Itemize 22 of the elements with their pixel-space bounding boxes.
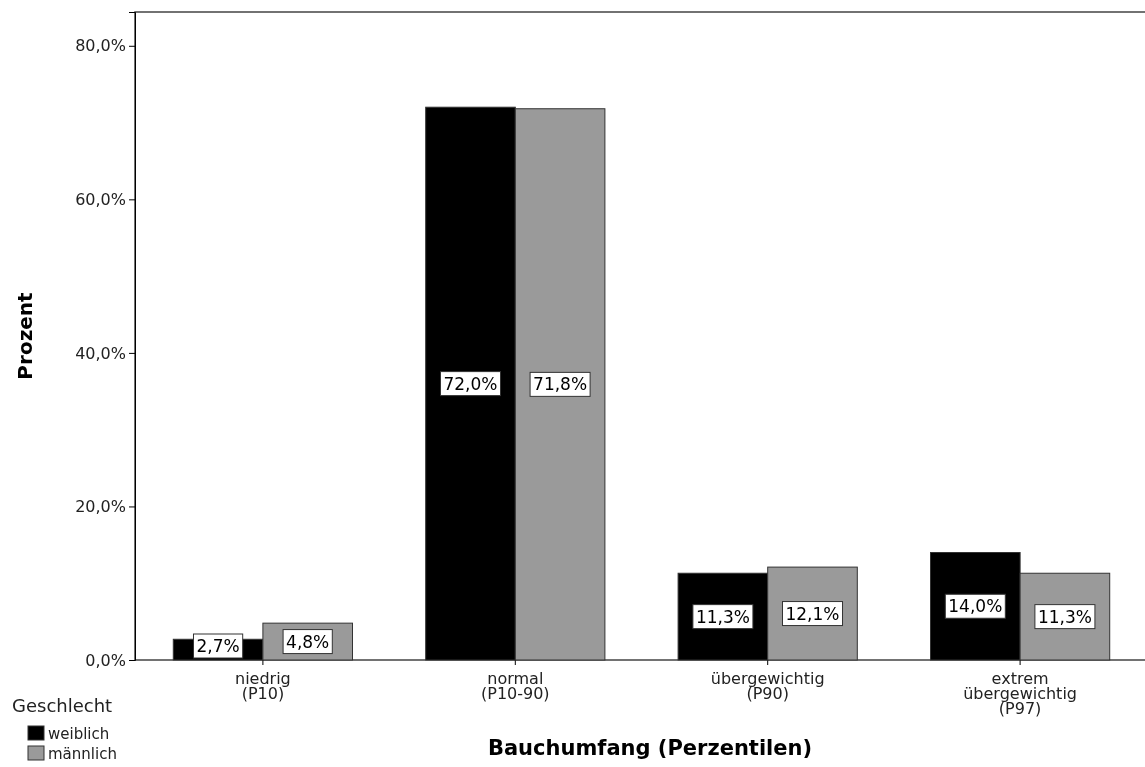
x-tick-label: normal (P10-90) <box>480 669 550 703</box>
data-label: 14,0% <box>948 596 1003 617</box>
y-tick-label: 60,0% <box>75 189 126 209</box>
legend-label: männlich <box>48 745 117 763</box>
y-tick-label: 80,0% <box>75 36 126 56</box>
data-label: 4,8% <box>286 631 330 652</box>
x-tick-label: übergewichtig (P90) <box>710 669 825 703</box>
data-label: 11,3% <box>695 606 750 627</box>
y-axis-title: Prozent <box>13 291 37 380</box>
x-axis-title: Bauchumfang (Perzentilen) <box>487 736 813 760</box>
data-label: 72,0% <box>443 373 498 394</box>
y-tick-label: 20,0% <box>75 497 126 517</box>
y-tick-label: 40,0% <box>75 343 126 363</box>
data-label: 12,1% <box>785 603 840 624</box>
data-label: 11,3% <box>1037 606 1092 627</box>
legend-title: Geschlecht <box>12 695 113 716</box>
x-tick-label: niedrig (P10) <box>235 669 291 703</box>
legend-label: weiblich <box>48 725 110 743</box>
x-tick-label: extrem übergewichtig (P97) <box>963 669 1077 718</box>
y-tick-label: 0,0% <box>85 650 126 670</box>
data-label: 2,7% <box>196 636 240 656</box>
data-label: 71,8% <box>533 374 588 395</box>
